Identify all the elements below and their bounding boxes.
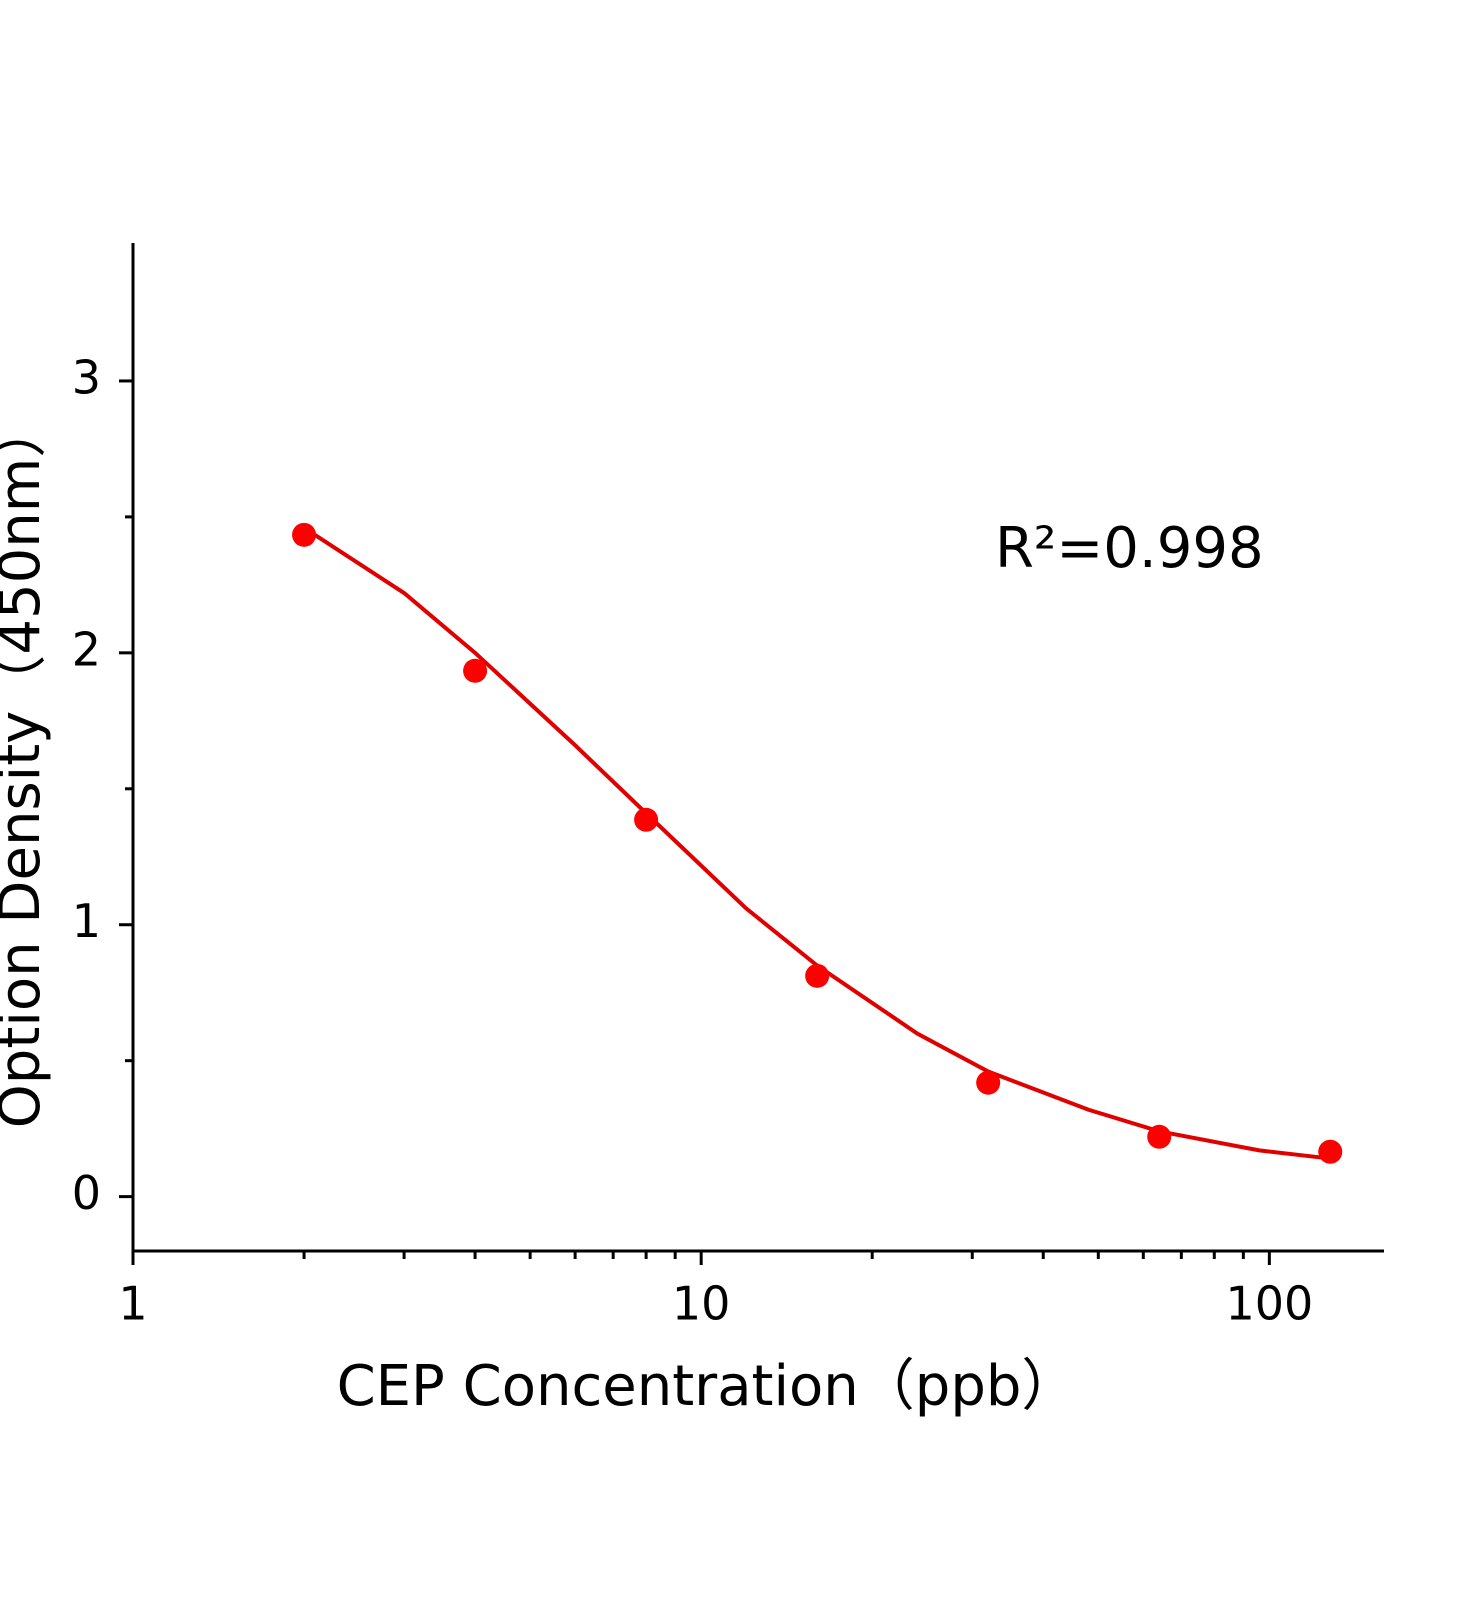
x-tick-label: 100 xyxy=(1225,1277,1313,1331)
x-tick-label: 10 xyxy=(672,1277,731,1331)
x-axis-title: CEP Concentration（ppb） xyxy=(337,1354,1078,1419)
data-point xyxy=(1147,1124,1172,1149)
y-tick-label: 0 xyxy=(72,1166,101,1220)
y-axis-title: Option Density（450nm） xyxy=(0,402,53,1129)
data-point xyxy=(634,807,659,832)
data-point xyxy=(976,1070,1001,1095)
annotation: R²=0.998 xyxy=(995,516,1264,581)
y-tick-label: 1 xyxy=(72,894,101,948)
data-point xyxy=(1318,1139,1343,1164)
y-tick-label: 2 xyxy=(72,622,101,676)
data-point xyxy=(463,658,488,683)
y-tick-label: 3 xyxy=(72,350,101,404)
data-point xyxy=(292,522,317,547)
x-tick-label: 1 xyxy=(118,1277,147,1331)
data-point xyxy=(805,963,830,988)
fit-curve xyxy=(302,526,1331,1161)
